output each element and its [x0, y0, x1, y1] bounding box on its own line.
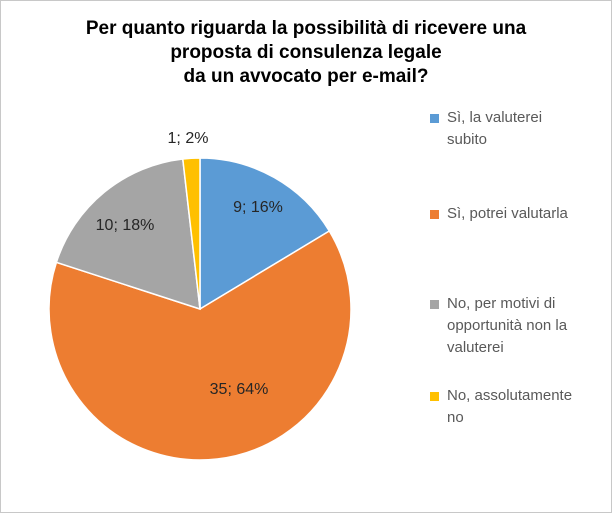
legend-swatch: [430, 300, 439, 309]
data-label: 10; 18%: [96, 217, 155, 234]
legend-label-line: No, per motivi di: [447, 295, 556, 312]
data-label: 35; 64%: [210, 381, 269, 398]
data-label: 1; 2%: [168, 130, 209, 147]
legend-label-line: Sì, la valuterei: [447, 109, 543, 126]
legend-label-line: subito: [447, 131, 488, 148]
legend-swatch: [430, 392, 439, 401]
legend-label-line: Sì, potrei valutarla: [447, 205, 568, 222]
pie-slice: [181, 157, 201, 310]
legend-swatch: [430, 114, 439, 123]
legend-label: No, per motivi di opportunità non la valut…: [447, 293, 597, 359]
pie-slice: [48, 229, 352, 461]
chart-title-line: Per quanto riguarda la possibilità di ri…: [85, 18, 527, 39]
pie-slice: [55, 158, 201, 311]
legend-swatch: [430, 210, 439, 219]
chart-title-line: proposta di consulenza legale: [170, 42, 442, 63]
chart-title-line: da un avvocato per e-mail?: [183, 66, 429, 87]
legend-label: Sì, la valuterei subito: [447, 107, 597, 151]
legend-label-line: No, assolutamente: [447, 387, 573, 404]
legend-label: No, assolutamente no: [447, 385, 597, 429]
legend-label-line: no: [447, 409, 464, 426]
legend-label-line: valuterei: [447, 339, 504, 356]
chart-title: Per quanto riguarda la possibilità di ri…: [41, 17, 571, 89]
legend-label-line: opportunità non la: [447, 317, 568, 334]
pie-slice: [199, 157, 331, 311]
legend-label: Sì, potrei valutarla: [447, 203, 597, 225]
data-label: 9; 16%: [233, 199, 283, 216]
